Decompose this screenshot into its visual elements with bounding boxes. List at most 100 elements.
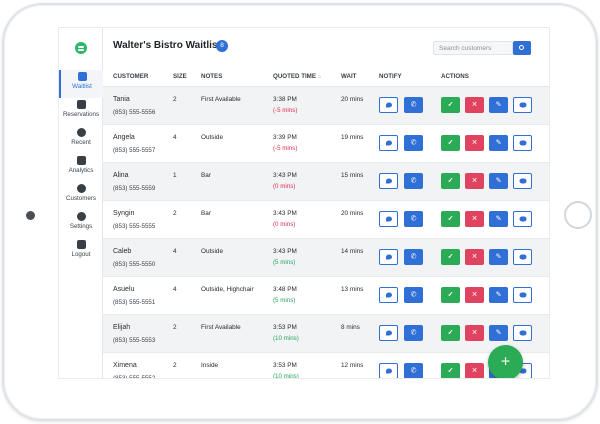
call-button[interactable]: ✆ [404, 135, 423, 151]
sidebar-item-reservations[interactable]: Reservations [59, 98, 103, 126]
seat-button[interactable]: ✓ [441, 249, 460, 265]
edit-button[interactable]: ✎ [489, 135, 508, 151]
remove-button[interactable]: ✕ [465, 173, 484, 189]
edit-button[interactable]: ✎ [489, 287, 508, 303]
message-button[interactable] [379, 97, 398, 113]
call-button[interactable]: ✆ [404, 287, 423, 303]
quoted-time: 3:53 PM [273, 362, 297, 369]
column-header-wait[interactable]: WAIT [341, 73, 357, 80]
column-header-customer[interactable]: CUSTOMER [113, 73, 149, 80]
column-header-notes[interactable]: NOTES [201, 73, 223, 80]
edit-button[interactable]: ✎ [489, 173, 508, 189]
call-button[interactable]: ✆ [404, 249, 423, 265]
quoted-time: 3:38 PM [273, 96, 297, 103]
search-button[interactable] [513, 41, 531, 55]
add-customer-button[interactable]: + [488, 345, 523, 378]
message-button[interactable] [379, 249, 398, 265]
message-button[interactable] [379, 287, 398, 303]
search-input[interactable] [433, 41, 513, 55]
message-button[interactable] [379, 173, 398, 189]
pencil-icon: ✎ [495, 101, 502, 109]
table-row: Alina (853) 555-5559 1 Bar 3:43 PM (0 mi… [103, 163, 549, 201]
message-button[interactable] [379, 325, 398, 341]
edit-button[interactable]: ✎ [489, 211, 508, 227]
message-icon [385, 292, 392, 298]
home-button[interactable] [564, 201, 592, 229]
sidebar-item-label: Analytics [68, 167, 94, 174]
notes: Inside [201, 362, 219, 369]
quoted-diff: (10 mins) [273, 335, 299, 342]
customer-phone: (853) 555-5552 [113, 375, 156, 379]
sidebar-item-logout[interactable]: Logout [59, 238, 103, 266]
seat-button[interactable]: ✓ [441, 173, 460, 189]
message-button[interactable] [379, 135, 398, 151]
chat-button[interactable] [513, 173, 532, 189]
phone-icon: ✆ [410, 367, 417, 375]
call-button[interactable]: ✆ [404, 363, 423, 378]
close-icon: ✕ [471, 253, 478, 261]
waitlist-table-body: Tania (853) 555-5556 2 First Available 3… [103, 87, 549, 379]
sidebar-item-customers[interactable]: Customers [59, 182, 103, 210]
sidebar-item-recent[interactable]: Recent [59, 126, 103, 154]
remove-button[interactable]: ✕ [465, 325, 484, 341]
calendar-icon [77, 72, 87, 81]
notes: First Available [201, 96, 241, 103]
seat-button[interactable]: ✓ [441, 363, 460, 378]
sidebar-item-label: Reservations [62, 111, 100, 118]
table-row: Ximena (853) 555-5552 2 Inside 3:53 PM (… [103, 353, 549, 379]
chat-icon [519, 292, 526, 298]
quoted-time: 3:43 PM [273, 210, 297, 217]
chat-icon [519, 102, 526, 108]
remove-button[interactable]: ✕ [465, 249, 484, 265]
customer-name: Caleb [113, 248, 132, 255]
call-button[interactable]: ✆ [404, 173, 423, 189]
party-size: 2 [173, 362, 177, 369]
phone-icon: ✆ [410, 215, 417, 223]
phone-icon: ✆ [410, 329, 417, 337]
column-header-quoted-time[interactable]: QUOTED TIME ⌂ [273, 73, 321, 80]
remove-button[interactable]: ✕ [465, 363, 484, 378]
check-icon: ✓ [447, 291, 454, 299]
quoted-diff: (5 mins) [273, 297, 296, 304]
edit-button[interactable]: ✎ [489, 249, 508, 265]
call-button[interactable]: ✆ [404, 211, 423, 227]
seat-button[interactable]: ✓ [441, 97, 460, 113]
check-icon: ✓ [447, 215, 454, 223]
call-button[interactable]: ✆ [404, 97, 423, 113]
check-icon: ✓ [447, 139, 454, 147]
chat-button[interactable] [513, 211, 532, 227]
customer-name: Elijah [113, 324, 131, 331]
quoted-diff: (-5 mins) [273, 107, 298, 114]
sidebar-item-settings[interactable]: Settings [59, 210, 103, 238]
seat-button[interactable]: ✓ [441, 135, 460, 151]
table-row: Elijah (853) 555-5553 2 First Available … [103, 315, 549, 353]
edit-button[interactable]: ✎ [489, 325, 508, 341]
message-button[interactable] [379, 363, 398, 378]
remove-button[interactable]: ✕ [465, 135, 484, 151]
pencil-icon: ✎ [495, 177, 502, 185]
chat-button[interactable] [513, 325, 532, 341]
close-icon: ✕ [471, 101, 478, 109]
column-header-size[interactable]: SIZE [173, 73, 187, 80]
notes: Bar [201, 210, 211, 217]
seat-button[interactable]: ✓ [441, 211, 460, 227]
message-button[interactable] [379, 211, 398, 227]
seat-button[interactable]: ✓ [441, 287, 460, 303]
pencil-icon: ✎ [495, 291, 502, 299]
sidebar-item-label: Waitlist [72, 83, 92, 90]
chat-button[interactable] [513, 287, 532, 303]
chat-button[interactable] [513, 135, 532, 151]
customer-phone: (853) 555-5559 [113, 185, 156, 192]
table-header: CUSTOMER SIZE NOTES QUOTED TIME ⌂ WAIT NO… [103, 66, 549, 87]
chat-button[interactable] [513, 249, 532, 265]
sidebar-item-analytics[interactable]: Analytics [59, 154, 103, 182]
chat-button[interactable] [513, 97, 532, 113]
seat-button[interactable]: ✓ [441, 325, 460, 341]
remove-button[interactable]: ✕ [465, 287, 484, 303]
sidebar-item-waitlist[interactable]: Waitlist [59, 70, 103, 98]
edit-button[interactable]: ✎ [489, 97, 508, 113]
remove-button[interactable]: ✕ [465, 97, 484, 113]
quoted-diff: (-5 mins) [273, 145, 298, 152]
call-button[interactable]: ✆ [404, 325, 423, 341]
remove-button[interactable]: ✕ [465, 211, 484, 227]
